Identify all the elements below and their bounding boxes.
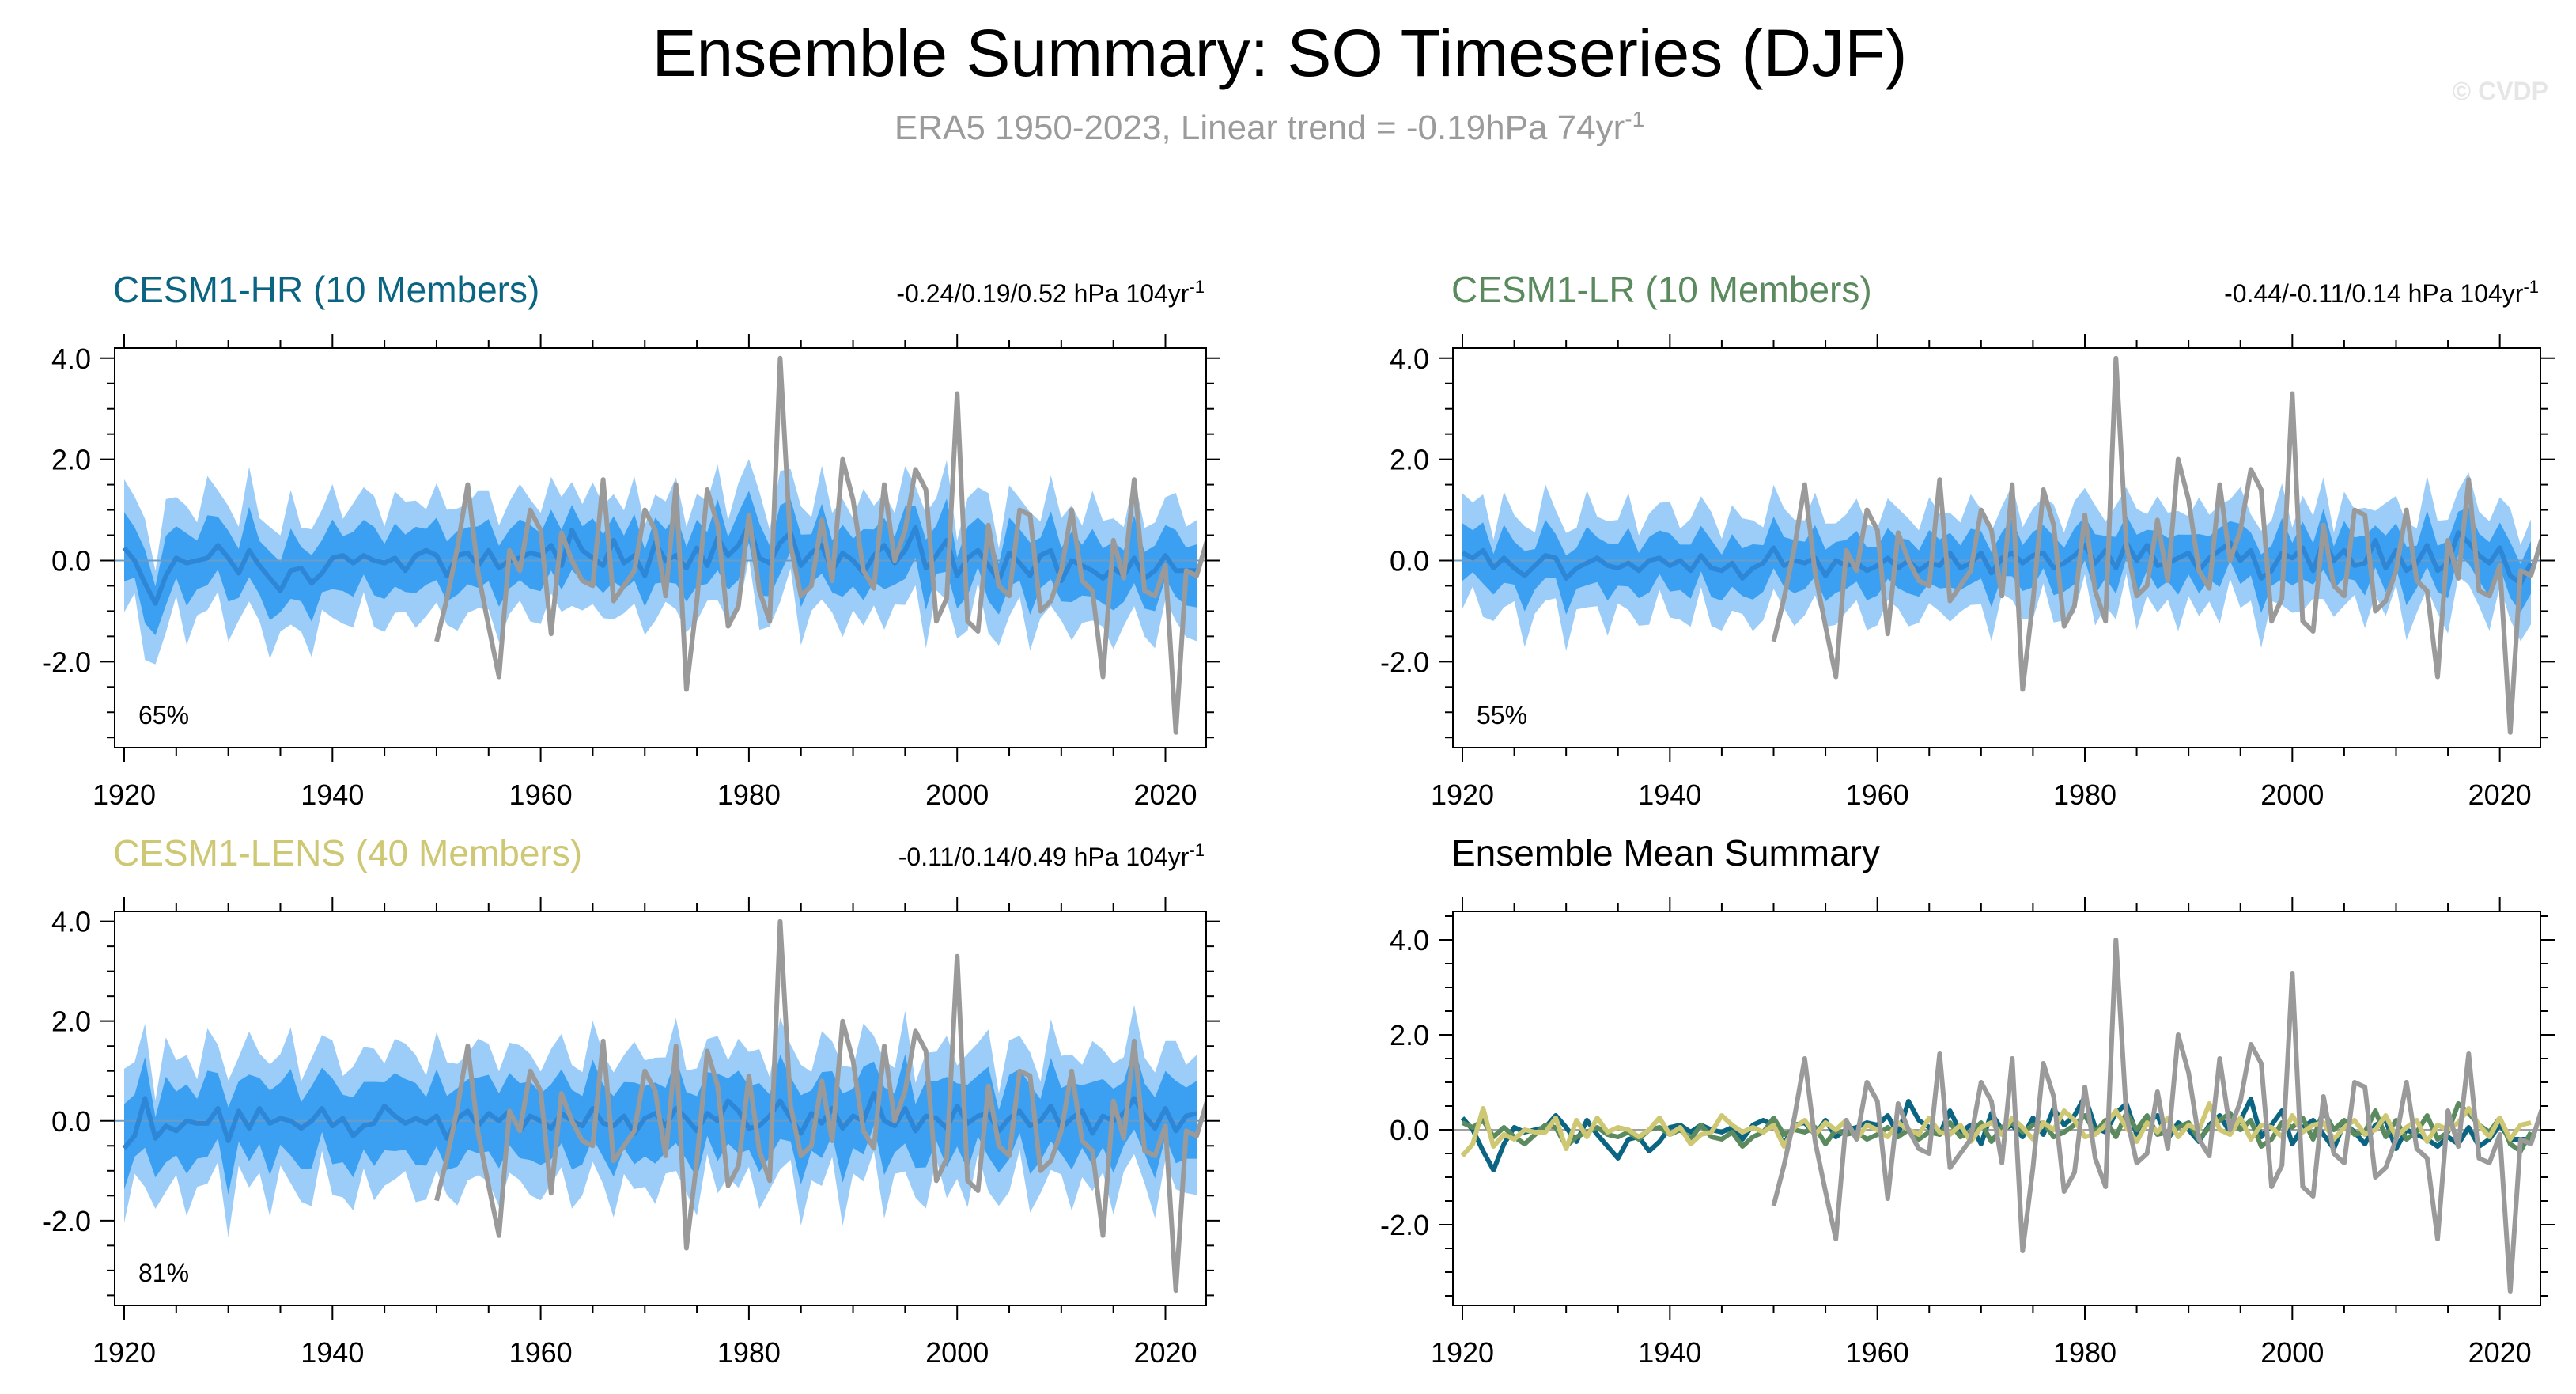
series-line-era5 <box>434 355 1206 735</box>
x-tick-label: 1940 <box>1638 1336 1701 1369</box>
figure-subtitle: ERA5 1950-2023, Linear trend = -0.19hPa … <box>895 107 1644 147</box>
panel-percent: 81% <box>138 1259 189 1287</box>
y-tick-label: 4.0 <box>1390 343 1429 375</box>
y-tick-label: -2.0 <box>42 1205 91 1237</box>
x-tick-label: 1960 <box>509 1336 573 1369</box>
y-tick-label: 0.0 <box>1390 1114 1429 1146</box>
panel-stats: -0.24/0.19/0.52 hPa 104yr-1 <box>896 277 1205 308</box>
plot-frame <box>1452 911 2541 1306</box>
x-tick-label: 2000 <box>2260 778 2324 811</box>
panel-summary: 1920 1940 1960 1980 2000 2020 4.0 2.0 0.0 -2.0 Ens… <box>1380 832 2555 1369</box>
x-tick-label: 1920 <box>1431 1336 1494 1369</box>
x-tick-label: 2020 <box>1133 1336 1197 1369</box>
y-tick-label: 0.0 <box>1390 544 1429 577</box>
plot-area <box>1453 355 2540 735</box>
y-tick-label: 4.0 <box>1390 924 1429 956</box>
panel-stats-text: -0.11/0.14/0.49 hPa 104yr <box>898 843 1190 871</box>
x-tick-label: 1920 <box>1431 778 1494 811</box>
x-tick-label: 1960 <box>1846 1336 1909 1369</box>
subtitle-text: ERA5 1950-2023, Linear trend = -0.19hPa … <box>895 108 1625 147</box>
y-tick-label: 2.0 <box>1390 1019 1429 1051</box>
panel-cesm1-lr: 1920 1940 1960 1980 2000 2020 4.0 2.0 0.0 -2.0 CES… <box>1380 269 2555 811</box>
y-tick-label: 4.0 <box>51 343 91 375</box>
plot-area <box>115 919 1206 1294</box>
figure-title: Ensemble Summary: SO Timeseries (DJF) <box>653 16 1908 90</box>
series-line-era5 <box>1771 938 2540 1294</box>
x-tick-label: 2000 <box>925 778 989 811</box>
y-tick-label: 2.0 <box>1390 444 1429 476</box>
panel-title: CESM1-LR (10 Members) <box>1451 269 1872 310</box>
panel-stats-sup: -1 <box>2523 277 2539 297</box>
y-tick-label: 0.0 <box>51 544 91 577</box>
panel-percent: 55% <box>1477 701 1527 729</box>
y-tick-label: -2.0 <box>1380 1209 1429 1241</box>
watermark: © CVDP <box>2453 77 2548 105</box>
panels: 1920 1940 1960 1980 2000 2020 4.0 2.0 0.0 -2.0 CES… <box>42 269 2555 1369</box>
panel-stats-text: -0.24/0.19/0.52 hPa 104yr <box>896 279 1189 308</box>
panel-stats-text: -0.44/-0.11/0.14 hPa 104yr <box>2224 279 2524 308</box>
x-tick-label: 1940 <box>301 778 364 811</box>
plot-area <box>115 355 1206 735</box>
x-tick-label: 2000 <box>925 1336 989 1369</box>
panel-title: Ensemble Mean Summary <box>1451 832 1880 873</box>
x-tick-label: 2020 <box>2468 1336 2532 1369</box>
x-tick-label: 1920 <box>93 1336 156 1369</box>
plot-area <box>1453 938 2540 1294</box>
plot-frame <box>114 911 1207 1306</box>
panel-title: CESM1-LENS (40 Members) <box>113 832 582 873</box>
panel-percent: 65% <box>138 701 189 729</box>
x-tick-label: 1980 <box>717 1336 781 1369</box>
x-tick-label: 2020 <box>1133 778 1197 811</box>
panel-title: CESM1-HR (10 Members) <box>113 269 539 310</box>
x-tick-label: 1960 <box>509 778 573 811</box>
subtitle-sup: -1 <box>1625 107 1644 131</box>
panel-cesm1-hr: 1920 1940 1960 1980 2000 2020 4.0 2.0 0.0 -2.0 CES… <box>42 269 1220 811</box>
x-tick-label: 1920 <box>93 778 156 811</box>
y-tick-label: 2.0 <box>51 444 91 476</box>
y-tick-label: -2.0 <box>1380 646 1429 678</box>
plot-frame <box>114 347 1207 748</box>
x-tick-label: 2020 <box>2468 778 2532 811</box>
series-line-era5 <box>1771 355 2540 735</box>
panel-stats: -0.11/0.14/0.49 hPa 104yr-1 <box>898 840 1205 871</box>
x-tick-label: 1940 <box>1638 778 1701 811</box>
plot-frame <box>1452 347 2541 748</box>
x-tick-label: 1980 <box>2053 1336 2116 1369</box>
x-tick-label: 2000 <box>2260 1336 2324 1369</box>
x-tick-label: 1940 <box>301 1336 364 1369</box>
y-tick-label: -2.0 <box>42 646 91 678</box>
x-tick-label: 1960 <box>1846 778 1909 811</box>
panel-stats-sup: -1 <box>1189 277 1205 297</box>
y-tick-label: 4.0 <box>51 906 91 938</box>
y-tick-label: 0.0 <box>51 1105 91 1138</box>
panel-stats: -0.44/-0.11/0.14 hPa 104yr-1 <box>2224 277 2539 308</box>
x-tick-label: 1980 <box>717 778 781 811</box>
panel-stats-sup: -1 <box>1189 840 1205 860</box>
y-tick-label: 2.0 <box>51 1006 91 1038</box>
x-tick-label: 1980 <box>2053 778 2116 811</box>
panel-cesm1-lens: 1920 1940 1960 1980 2000 2020 4.0 2.0 0.0 -2.0 CES… <box>42 832 1220 1369</box>
series-line-era5 <box>434 919 1206 1294</box>
